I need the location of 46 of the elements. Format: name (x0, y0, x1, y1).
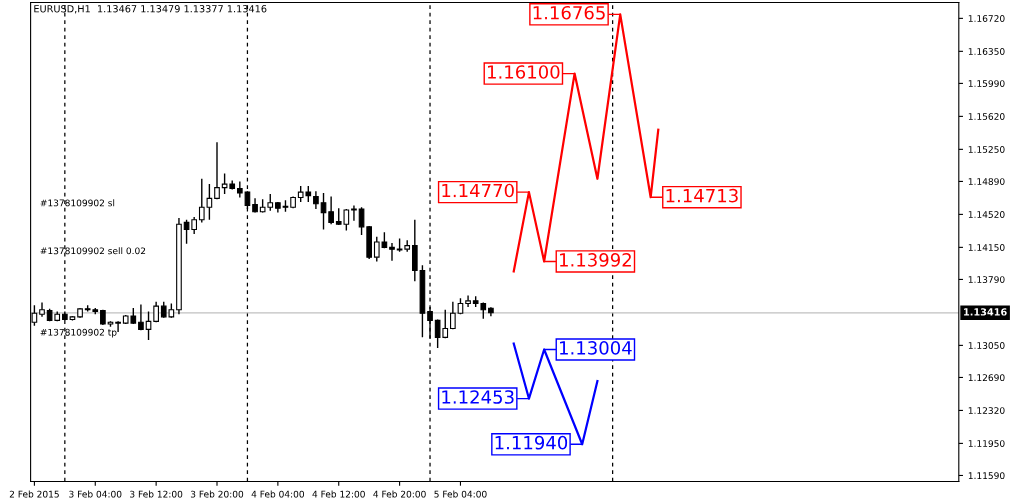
y-tick-label: 1.11590 (968, 472, 1005, 480)
ref-line-label: 1.13416 (964, 308, 1007, 316)
y-tick-label: 1.14890 (968, 178, 1005, 185)
y-tick-label: 1.15990 (968, 80, 1005, 87)
y-tick-label: 1.12690 (968, 374, 1005, 382)
y-tick-label: 1.14150 (968, 244, 1005, 251)
candlestick (450, 301, 456, 331)
data-label: 1.11940 (495, 435, 568, 450)
x-tick-label: 4 Feb 04:00 (251, 490, 305, 498)
y-tick-label: 1.11950 (968, 440, 1005, 447)
y-tick-label: 1.15250 (968, 146, 1005, 153)
y-tick-label: 1.15620 (968, 113, 1005, 120)
data-label: 1.13992 (560, 253, 631, 267)
y-tick-label: 1.14520 (968, 211, 1005, 218)
x-tick-label: 4 Feb 20:00 (373, 490, 426, 498)
candlestick (358, 206, 365, 236)
candlestick (389, 242, 395, 262)
data-label: 1.14770 (442, 183, 514, 198)
data-label: 1.16100 (488, 65, 560, 79)
data-label: 1.13004 (560, 341, 632, 355)
y-tick-label: 1.16350 (968, 48, 1005, 55)
y-tick-label: 1.12320 (968, 407, 1005, 414)
x-tick-label: 4 Feb 12:00 (312, 490, 365, 498)
annotation: #1378109902 sell 0.02 (40, 247, 146, 255)
x-tick-label: 2 Feb 2015 (9, 490, 59, 498)
chart-title: EURUSD,H1 1.13467 1.13479 1.13377 1.13416 (34, 5, 267, 14)
candlestick (351, 204, 357, 222)
x-tick-label: 5 Feb 04:00 (434, 490, 487, 498)
candlestick (214, 141, 220, 200)
annotation: #1378109902 tp (40, 328, 117, 338)
candlestick (320, 192, 327, 231)
x-tick-label: 3 Feb 04:00 (69, 490, 122, 498)
candlestick (465, 294, 471, 308)
x-tick-label: 3 Feb 20:00 (190, 490, 244, 498)
data-label: 1.14713 (666, 188, 738, 203)
y-tick-label: 1.13050 (968, 342, 1005, 349)
y-tick-label: 1.13790 (968, 276, 1005, 283)
annotation: #1378109902 sl (40, 199, 115, 207)
y-tick-label: 1.16720 (968, 15, 1005, 22)
x-tick-label: 3 Feb 12:00 (130, 490, 183, 498)
data-label: 1.16765 (533, 5, 605, 20)
candlestick (328, 195, 334, 225)
candlestick (115, 320, 121, 333)
candlestick (138, 303, 144, 331)
candlestick (236, 180, 243, 199)
data-label: 1.12453 (442, 390, 514, 404)
